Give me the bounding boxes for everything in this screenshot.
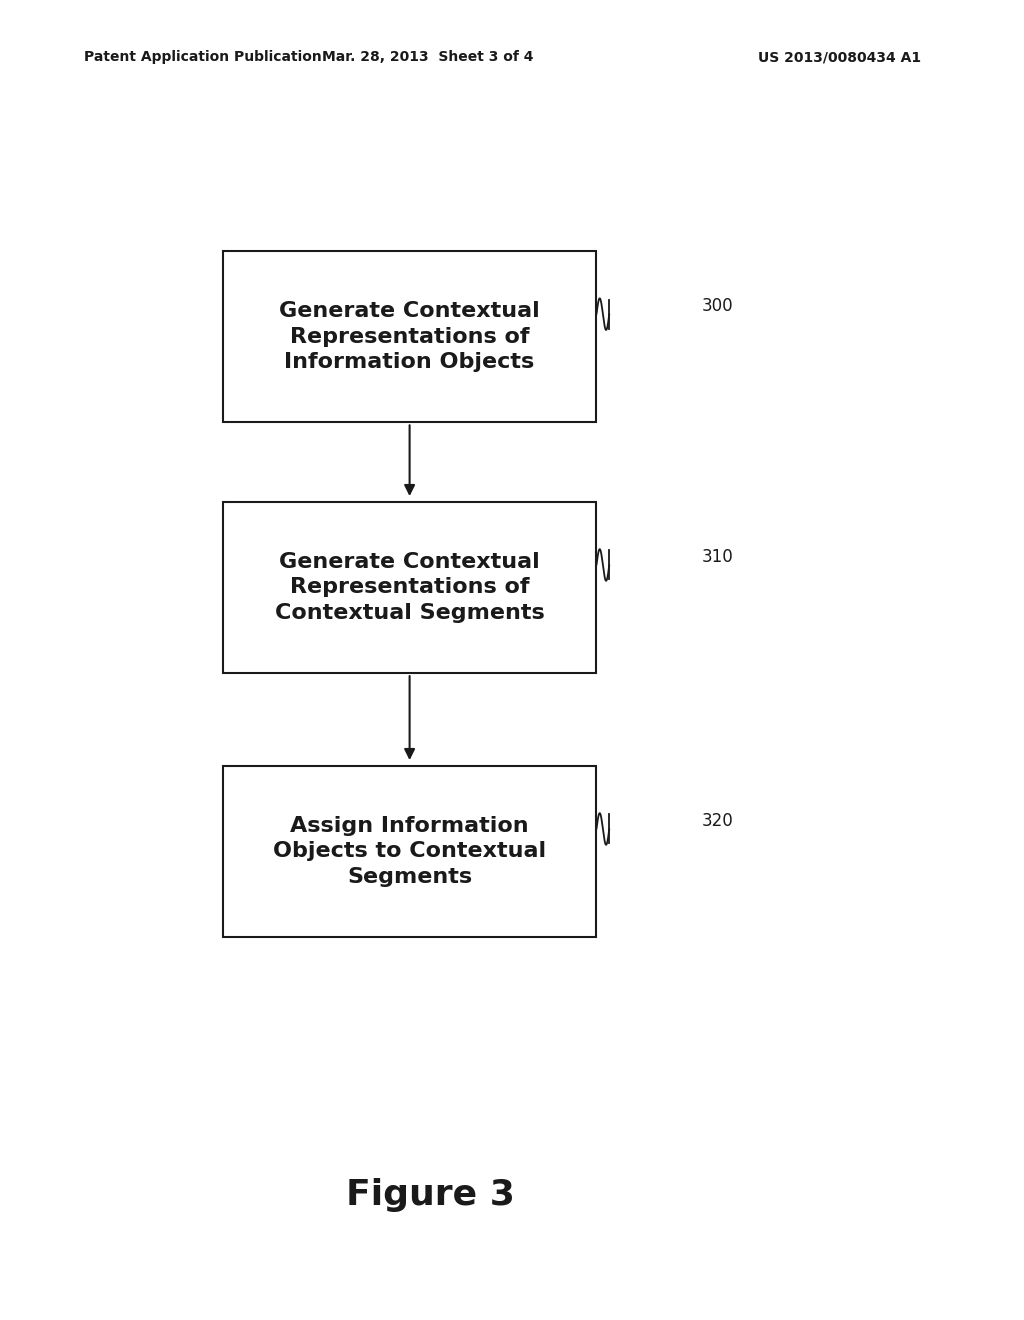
FancyBboxPatch shape	[223, 251, 596, 422]
Text: Assign Information
Objects to Contextual
Segments: Assign Information Objects to Contextual…	[273, 816, 546, 887]
Text: Mar. 28, 2013  Sheet 3 of 4: Mar. 28, 2013 Sheet 3 of 4	[323, 50, 534, 65]
Text: Figure 3: Figure 3	[346, 1177, 514, 1212]
Text: US 2013/0080434 A1: US 2013/0080434 A1	[759, 50, 922, 65]
Text: Generate Contextual
Representations of
Information Objects: Generate Contextual Representations of I…	[280, 301, 540, 372]
Text: 300: 300	[701, 297, 733, 315]
Text: Patent Application Publication: Patent Application Publication	[84, 50, 322, 65]
FancyBboxPatch shape	[223, 502, 596, 673]
FancyBboxPatch shape	[223, 766, 596, 937]
Text: 320: 320	[701, 812, 733, 830]
Text: 310: 310	[701, 548, 733, 566]
Text: Generate Contextual
Representations of
Contextual Segments: Generate Contextual Representations of C…	[274, 552, 545, 623]
